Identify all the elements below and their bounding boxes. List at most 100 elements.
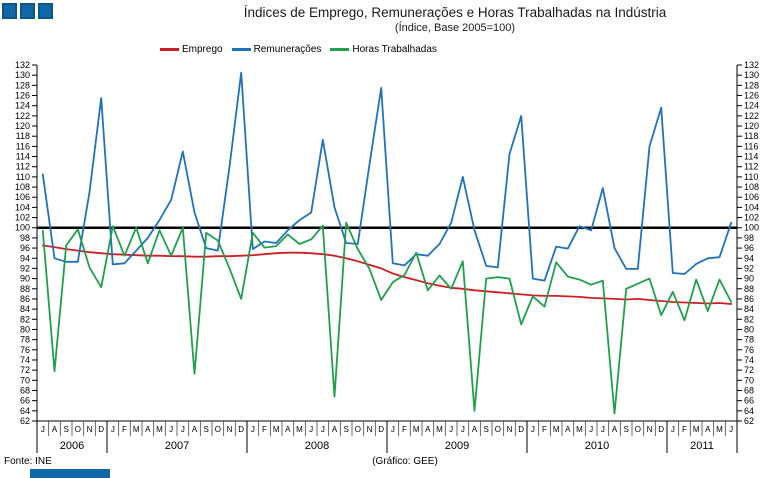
y-tick-label-right: 102 <box>744 213 759 223</box>
y-tick-label-left: 82 <box>20 314 30 324</box>
month-label: M <box>436 425 443 434</box>
y-tick-label-left: 104 <box>15 202 30 212</box>
y-tick-label-right: 90 <box>744 274 754 284</box>
y-tick-label-right: 104 <box>744 202 759 212</box>
month-label: M <box>133 425 140 434</box>
y-tick-label-left: 124 <box>15 101 30 111</box>
month-label: S <box>343 425 348 434</box>
month-label: J <box>589 425 593 434</box>
year-label: 2010 <box>585 440 609 452</box>
y-tick-label-left: 94 <box>20 253 30 263</box>
bottom-accent-bar <box>30 469 110 478</box>
y-tick-label-right: 120 <box>744 121 759 131</box>
legend-swatch-emprego <box>160 48 179 51</box>
month-label: M <box>156 425 163 434</box>
month-label: F <box>682 425 687 434</box>
y-tick-label-right: 130 <box>744 70 759 80</box>
year-label: 2006 <box>60 440 84 452</box>
source-note: Fonte: INE <box>4 456 52 467</box>
y-tick-label-left: 86 <box>20 294 30 304</box>
y-tick-label-left: 100 <box>15 223 30 233</box>
y-tick-label-right: 94 <box>744 253 754 263</box>
month-label: M <box>716 425 723 434</box>
y-tick-label-right: 68 <box>744 385 754 395</box>
month-label: F <box>542 425 547 434</box>
logo-square <box>38 3 53 19</box>
y-tick-label-left: 122 <box>15 111 30 121</box>
y-tick-label-left: 96 <box>20 243 30 253</box>
year-label: 2011 <box>690 440 714 452</box>
y-tick-label-right: 116 <box>744 141 758 151</box>
y-tick-label-left: 108 <box>15 182 30 192</box>
y-tick-label-right: 74 <box>744 355 754 365</box>
month-label: J <box>111 425 115 434</box>
y-tick-label-right: 132 <box>744 60 759 70</box>
y-tick-label-left: 110 <box>16 172 30 182</box>
year-label: 2008 <box>305 440 329 452</box>
month-label: J <box>449 425 453 434</box>
legend: Emprego Remunerações Horas Trabalhadas <box>160 44 437 55</box>
y-tick-label-right: 114 <box>744 152 758 162</box>
month-label: M <box>413 425 420 434</box>
month-label: S <box>203 425 208 434</box>
legend-label-horas: Horas Trabalhadas <box>352 44 437 55</box>
y-tick-label-left: 84 <box>20 304 30 314</box>
y-tick-label-left: 98 <box>20 233 30 243</box>
y-tick-label-left: 120 <box>15 121 30 131</box>
month-label: J <box>321 425 325 434</box>
month-label: F <box>122 425 127 434</box>
legend-swatch-horas <box>330 48 350 51</box>
y-tick-label-left: 78 <box>20 335 30 345</box>
month-label: N <box>227 425 233 434</box>
series-line-remunera-es <box>41 71 733 282</box>
y-tick-label-left: 106 <box>15 192 30 202</box>
y-tick-label-right: 126 <box>744 91 759 101</box>
month-label: A <box>332 425 338 434</box>
y-tick-label-left: 90 <box>20 274 30 284</box>
legend-item-remuneracoes: Remunerações <box>231 44 321 55</box>
y-tick-label-left: 80 <box>20 324 30 334</box>
month-label: J <box>181 425 185 434</box>
month-label: A <box>52 425 58 434</box>
month-label: J <box>531 425 535 434</box>
month-label: O <box>215 425 221 434</box>
y-tick-label-left: 114 <box>16 152 30 162</box>
y-tick-label-left: 132 <box>15 60 30 70</box>
y-tick-label-left: 72 <box>20 365 30 375</box>
y-tick-label-right: 128 <box>744 80 759 90</box>
y-tick-label-right: 112 <box>744 162 758 172</box>
month-label: S <box>623 425 628 434</box>
y-tick-label-left: 88 <box>20 284 30 294</box>
y-tick-label-right: 84 <box>744 304 754 314</box>
logo-square <box>2 3 17 19</box>
y-tick-label-right: 76 <box>744 345 754 355</box>
y-tick-label-left: 68 <box>20 385 30 395</box>
y-tick-label-right: 86 <box>744 294 754 304</box>
month-label: J <box>309 425 313 434</box>
month-label: O <box>495 425 501 434</box>
chart-subtitle: (Índice, Base 2005=100) <box>394 22 516 34</box>
y-tick-label-left: 126 <box>15 91 30 101</box>
legend-swatch-remuneracoes <box>231 48 251 51</box>
month-label: N <box>507 425 513 434</box>
month-label: O <box>355 425 361 434</box>
y-tick-label-right: 100 <box>744 223 759 233</box>
month-label: F <box>402 425 407 434</box>
month-label: J <box>461 425 465 434</box>
y-tick-label-right: 106 <box>744 192 759 202</box>
month-label: M <box>273 425 280 434</box>
y-tick-label-left: 62 <box>20 416 30 426</box>
logo <box>2 3 53 19</box>
month-label: A <box>565 425 571 434</box>
y-tick-label-left: 112 <box>16 162 30 172</box>
month-label: M <box>553 425 560 434</box>
y-tick-label-right: 64 <box>744 406 754 416</box>
month-label: A <box>285 425 291 434</box>
month-label: D <box>238 425 244 434</box>
month-label: S <box>63 425 68 434</box>
month-label: D <box>98 425 104 434</box>
month-label: M <box>693 425 700 434</box>
month-label: J <box>391 425 395 434</box>
y-tick-label-right: 80 <box>744 324 754 334</box>
